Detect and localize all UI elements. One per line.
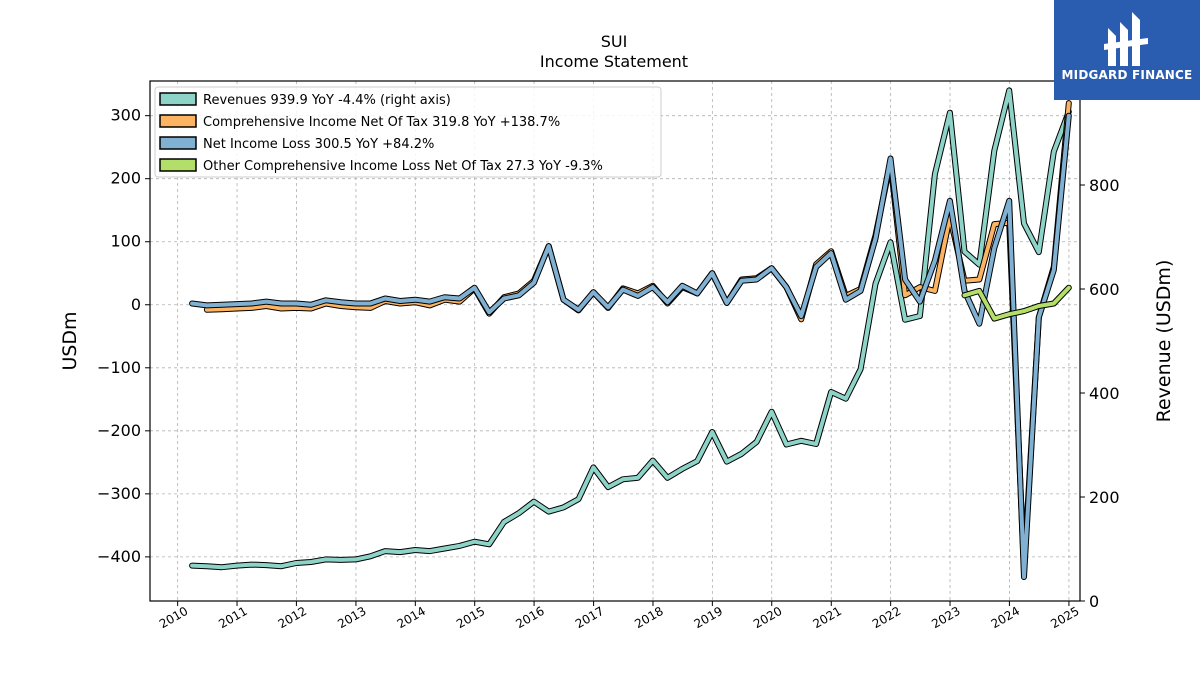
midgard-logo-icon bbox=[1104, 12, 1148, 66]
chart-subtitle: Income Statement bbox=[540, 52, 688, 71]
x-tick-label: 2014 bbox=[395, 604, 428, 631]
legend-swatch bbox=[159, 92, 197, 106]
x-tick-label: 2017 bbox=[573, 604, 606, 631]
brand-logo-text: MIDGARD FINANCE bbox=[1061, 68, 1193, 82]
x-tick-label: 2010 bbox=[157, 604, 190, 631]
legend-swatch bbox=[159, 136, 197, 150]
chart-title: SUI bbox=[601, 32, 628, 51]
y-right-tick-label: 400 bbox=[1089, 384, 1120, 403]
y-tick-label: −400 bbox=[97, 547, 141, 566]
x-tick-label: 2011 bbox=[216, 604, 249, 631]
x-tick-label: 2018 bbox=[632, 604, 665, 631]
y-tick-label: −300 bbox=[97, 484, 141, 503]
y-tick-label: −100 bbox=[97, 358, 141, 377]
legend-box bbox=[154, 86, 662, 178]
series-line bbox=[190, 113, 1071, 579]
series-line-outline bbox=[189, 112, 1072, 580]
y-tick-label: 300 bbox=[110, 106, 141, 125]
series-3 bbox=[961, 284, 1072, 322]
legend-label: Comprehensive Income Net Of Tax 319.8 Yo… bbox=[203, 115, 560, 130]
y-axis-left: 300 200 100 0 −100 −200 −300 −400 bbox=[97, 106, 150, 566]
x-tick-label: 2015 bbox=[454, 604, 487, 631]
y-tick-label: 100 bbox=[110, 232, 141, 251]
x-tick-label: 2023 bbox=[929, 604, 962, 631]
x-tick-label: 2019 bbox=[692, 604, 725, 631]
legend-label: Net Income Loss 300.5 YoY +84.2% bbox=[203, 137, 434, 152]
y-tick-label: −200 bbox=[97, 421, 141, 440]
y-right-tick-label: 800 bbox=[1089, 176, 1120, 195]
x-axis: 2010 2011 2012 2013 2014 2015 2016 2017 2018 2019… bbox=[157, 601, 1082, 631]
legend: Revenues 939.9 YoY -4.4% (right axis) Com… bbox=[154, 86, 662, 178]
y-right-tick-label: 600 bbox=[1089, 280, 1120, 299]
x-tick-label: 2016 bbox=[513, 604, 546, 631]
x-tick-label: 2020 bbox=[751, 604, 784, 631]
y-right-tick-label: 200 bbox=[1089, 488, 1120, 507]
series-line bbox=[962, 285, 1071, 321]
brand-logo: MIDGARD FINANCE bbox=[1054, 0, 1200, 100]
legend-swatch bbox=[159, 114, 197, 128]
y-tick-label: 0 bbox=[131, 295, 141, 314]
legend-swatch bbox=[159, 158, 197, 172]
x-tick-label: 2024 bbox=[989, 604, 1022, 631]
y-axis-right: 02004006008001000 bbox=[1080, 72, 1130, 611]
y-right-tick-label: 0 bbox=[1089, 592, 1099, 611]
legend-label: Other Comprehensive Income Loss Net Of T… bbox=[203, 159, 603, 174]
x-tick-label: 2013 bbox=[335, 604, 368, 631]
legend-label: Revenues 939.9 YoY -4.4% (right axis) bbox=[203, 93, 451, 108]
x-tick-label: 2021 bbox=[811, 604, 844, 631]
plot-frame bbox=[149, 80, 1081, 602]
x-tick-label: 2022 bbox=[870, 604, 903, 631]
x-tick-label: 2025 bbox=[1048, 604, 1081, 631]
y-tick-label: 200 bbox=[110, 169, 141, 188]
y-axis-label-left: USDm bbox=[59, 311, 81, 370]
series-layer bbox=[189, 87, 1072, 580]
series-2 bbox=[189, 112, 1072, 580]
x-tick-label: 2012 bbox=[276, 604, 309, 631]
y-axis-label-right: Revenue (USDm) bbox=[1153, 260, 1175, 423]
